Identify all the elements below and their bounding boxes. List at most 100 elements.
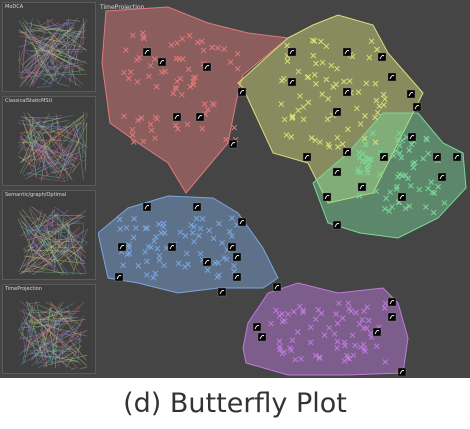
- data-point-cluster-blue[interactable]: [193, 215, 200, 222]
- data-point-cluster-blue[interactable]: [151, 238, 158, 245]
- digit-thumbnail[interactable]: [157, 57, 167, 67]
- data-point-cluster-purple[interactable]: [363, 325, 370, 332]
- digit-thumbnail[interactable]: [452, 152, 462, 162]
- data-point-cluster-yellow[interactable]: [313, 60, 319, 67]
- digit-thumbnail[interactable]: [232, 272, 242, 282]
- data-point-cluster-blue[interactable]: [132, 225, 139, 231]
- data-point-cluster-green[interactable]: [399, 172, 406, 179]
- data-point-cluster-purple[interactable]: [312, 316, 319, 323]
- data-point-cluster-red[interactable]: [170, 90, 177, 97]
- data-point-cluster-yellow[interactable]: [323, 43, 330, 50]
- data-point-cluster-red[interactable]: [174, 40, 180, 46]
- data-point-cluster-red[interactable]: [184, 121, 191, 128]
- digit-thumbnail[interactable]: [377, 52, 387, 62]
- data-point-cluster-blue[interactable]: [229, 233, 235, 240]
- digit-thumbnail[interactable]: [372, 327, 382, 337]
- data-point-cluster-yellow[interactable]: [278, 101, 285, 107]
- data-point-cluster-purple[interactable]: [277, 346, 283, 353]
- data-point-cluster-red[interactable]: [153, 83, 160, 90]
- data-point-cluster-red[interactable]: [195, 39, 201, 46]
- data-point-cluster-blue[interactable]: [148, 244, 154, 251]
- data-point-cluster-green[interactable]: [356, 193, 363, 199]
- data-point-cluster-red[interactable]: [152, 114, 159, 121]
- data-point-cluster-red[interactable]: [223, 136, 229, 143]
- data-point-cluster-blue[interactable]: [158, 230, 165, 236]
- data-point-cluster-yellow[interactable]: [310, 52, 317, 59]
- data-point-cluster-yellow[interactable]: [289, 114, 296, 121]
- data-point-cluster-purple[interactable]: [300, 307, 307, 314]
- data-point-cluster-purple[interactable]: [279, 310, 285, 317]
- digit-thumbnail[interactable]: [228, 139, 238, 149]
- data-point-cluster-yellow[interactable]: [345, 126, 351, 133]
- data-point-cluster-purple[interactable]: [382, 359, 389, 365]
- data-point-cluster-red[interactable]: [199, 38, 205, 45]
- data-point-cluster-purple[interactable]: [289, 337, 296, 344]
- data-point-cluster-yellow[interactable]: [295, 68, 302, 75]
- data-point-cluster-blue[interactable]: [144, 272, 150, 278]
- data-point-cluster-red[interactable]: [121, 113, 127, 120]
- data-point-cluster-purple[interactable]: [364, 304, 370, 310]
- data-point-cluster-red[interactable]: [162, 68, 169, 75]
- data-point-cluster-purple[interactable]: [342, 342, 348, 349]
- data-point-cluster-red[interactable]: [185, 66, 192, 73]
- data-point-cluster-blue[interactable]: [161, 262, 167, 269]
- digit-thumbnail[interactable]: [397, 192, 407, 202]
- data-point-cluster-blue[interactable]: [126, 244, 132, 251]
- data-point-cluster-green[interactable]: [365, 156, 371, 163]
- data-point-cluster-green[interactable]: [425, 185, 432, 192]
- digit-thumbnail[interactable]: [332, 220, 342, 230]
- data-point-cluster-purple[interactable]: [331, 331, 338, 337]
- data-point-cluster-red[interactable]: [138, 115, 145, 121]
- data-point-cluster-green[interactable]: [396, 150, 403, 156]
- data-point-cluster-yellow[interactable]: [376, 103, 383, 109]
- data-point-cluster-red[interactable]: [147, 121, 154, 128]
- data-point-cluster-blue[interactable]: [153, 234, 159, 240]
- data-point-cluster-red[interactable]: [186, 32, 193, 39]
- digit-thumbnail[interactable]: [195, 112, 205, 122]
- digit-thumbnail[interactable]: [142, 47, 152, 57]
- data-point-cluster-yellow[interactable]: [382, 96, 388, 102]
- data-point-cluster-blue[interactable]: [155, 221, 162, 228]
- digit-thumbnail[interactable]: [432, 152, 442, 162]
- data-point-cluster-purple[interactable]: [365, 317, 372, 324]
- data-point-cluster-yellow[interactable]: [318, 38, 324, 45]
- data-point-cluster-red[interactable]: [209, 44, 216, 51]
- data-point-cluster-blue[interactable]: [231, 263, 237, 269]
- data-point-cluster-green[interactable]: [441, 200, 448, 206]
- data-point-cluster-yellow[interactable]: [284, 42, 290, 49]
- data-point-cluster-yellow[interactable]: [309, 37, 316, 44]
- data-point-cluster-red[interactable]: [234, 65, 241, 72]
- data-point-cluster-purple[interactable]: [321, 332, 328, 338]
- data-point-cluster-yellow[interactable]: [317, 139, 323, 145]
- data-point-cluster-purple[interactable]: [345, 300, 352, 307]
- data-point-cluster-purple[interactable]: [281, 349, 287, 355]
- data-point-cluster-yellow[interactable]: [346, 78, 353, 84]
- data-point-cluster-blue[interactable]: [204, 267, 211, 273]
- data-point-cluster-red[interactable]: [148, 127, 155, 134]
- data-point-cluster-red[interactable]: [151, 56, 158, 62]
- data-point-cluster-red[interactable]: [125, 75, 132, 82]
- data-point-cluster-green[interactable]: [402, 205, 409, 212]
- thumbnail-panel-2[interactable]: ClassicalStaticMSU: [2, 96, 96, 186]
- sample-points[interactable]: [115, 30, 448, 365]
- digit-thumbnail[interactable]: [287, 77, 297, 87]
- data-point-cluster-red[interactable]: [129, 132, 136, 138]
- data-point-cluster-green[interactable]: [416, 186, 423, 193]
- data-point-cluster-red[interactable]: [168, 42, 175, 48]
- data-point-cluster-blue[interactable]: [142, 249, 149, 255]
- projection-canvas[interactable]: [98, 3, 468, 376]
- data-point-cluster-green[interactable]: [396, 130, 403, 137]
- data-point-cluster-yellow[interactable]: [339, 141, 346, 147]
- data-point-cluster-blue[interactable]: [196, 232, 202, 239]
- data-point-cluster-purple[interactable]: [336, 300, 342, 307]
- data-point-cluster-purple[interactable]: [276, 338, 283, 345]
- data-point-cluster-blue[interactable]: [152, 270, 159, 277]
- data-point-cluster-blue[interactable]: [130, 234, 137, 241]
- data-point-cluster-purple[interactable]: [359, 316, 366, 323]
- data-point-cluster-yellow[interactable]: [362, 113, 368, 119]
- data-point-cluster-green[interactable]: [411, 159, 418, 166]
- data-point-cluster-green[interactable]: [357, 169, 364, 176]
- data-point-cluster-blue[interactable]: [156, 252, 163, 259]
- data-point-cluster-red[interactable]: [172, 84, 179, 91]
- data-point-cluster-green[interactable]: [356, 154, 363, 161]
